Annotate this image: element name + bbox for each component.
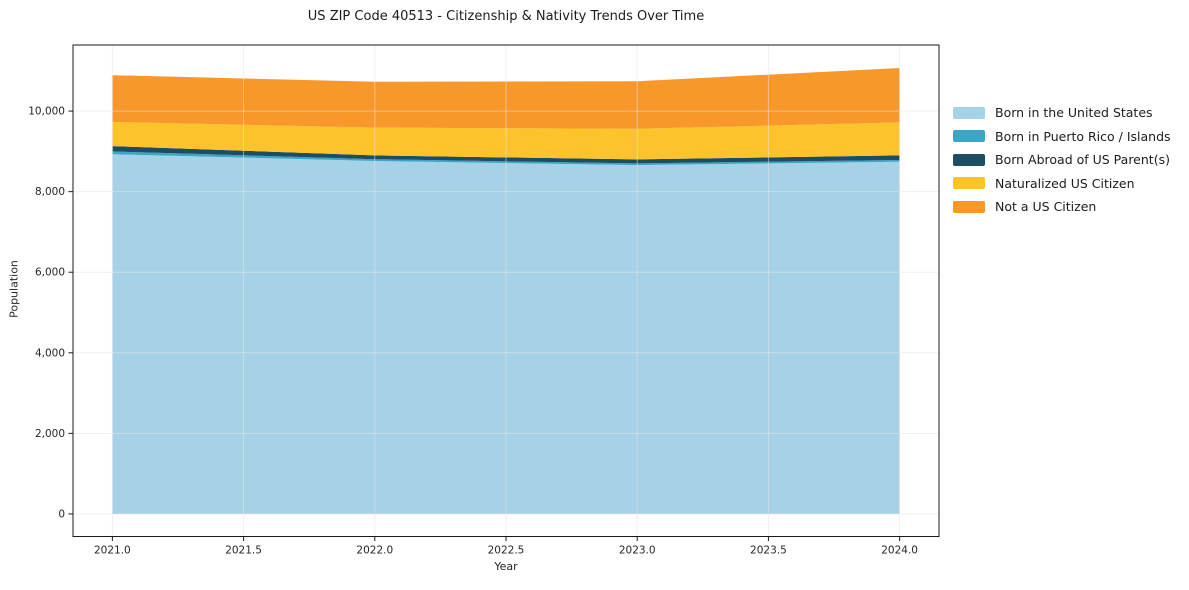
legend-swatch-puerto-rico (953, 130, 985, 143)
y-tick-label: 10,000 (28, 106, 65, 118)
legend-swatch-born-in-us (953, 106, 985, 119)
y-tick-label: 4,000 (35, 347, 65, 359)
legend-swatch-born-abroad (953, 153, 985, 166)
legend-label-born-abroad: Born Abroad of US Parent(s) (995, 152, 1170, 168)
legend-label-not-citizen: Not a US Citizen (995, 199, 1097, 215)
legend-label-puerto-rico: Born in Puerto Rico / Islands (995, 128, 1171, 144)
legend-item-naturalized: Naturalized US Citizen (953, 172, 1171, 196)
x-tick-label: 2021.0 (94, 545, 131, 557)
legend-item-not-citizen: Not a US Citizen (953, 195, 1171, 219)
x-tick-label: 2023.0 (619, 545, 656, 557)
x-tick-label: 2021.5 (225, 545, 262, 557)
y-tick-label: 8,000 (35, 186, 65, 198)
x-tick-label: 2024.0 (881, 545, 918, 557)
legend-item-born-abroad: Born Abroad of US Parent(s) (953, 148, 1171, 172)
x-tick-label: 2022.5 (488, 545, 525, 557)
legend-swatch-naturalized (953, 177, 985, 190)
legend-label-born-in-us: Born in the United States (995, 105, 1153, 121)
legend-label-naturalized: Naturalized US Citizen (995, 175, 1135, 191)
legend-item-born-in-us: Born in the United States (953, 101, 1171, 125)
y-tick-label: 6,000 (35, 267, 65, 279)
x-tick-label: 2023.5 (750, 545, 787, 557)
legend: Born in the United States Born in Puerto… (953, 101, 1171, 219)
chart-title: US ZIP Code 40513 - Citizenship & Nativi… (307, 9, 705, 24)
legend-item-puerto-rico: Born in Puerto Rico / Islands (953, 125, 1171, 149)
legend-swatch-not-citizen (953, 200, 985, 213)
y-tick-label: 2,000 (35, 428, 65, 440)
x-tick-label: 2022.0 (356, 545, 393, 557)
y-tick-label: 0 (58, 508, 65, 520)
area-series-2 (112, 146, 900, 164)
x-axis-label: Year (494, 560, 518, 573)
